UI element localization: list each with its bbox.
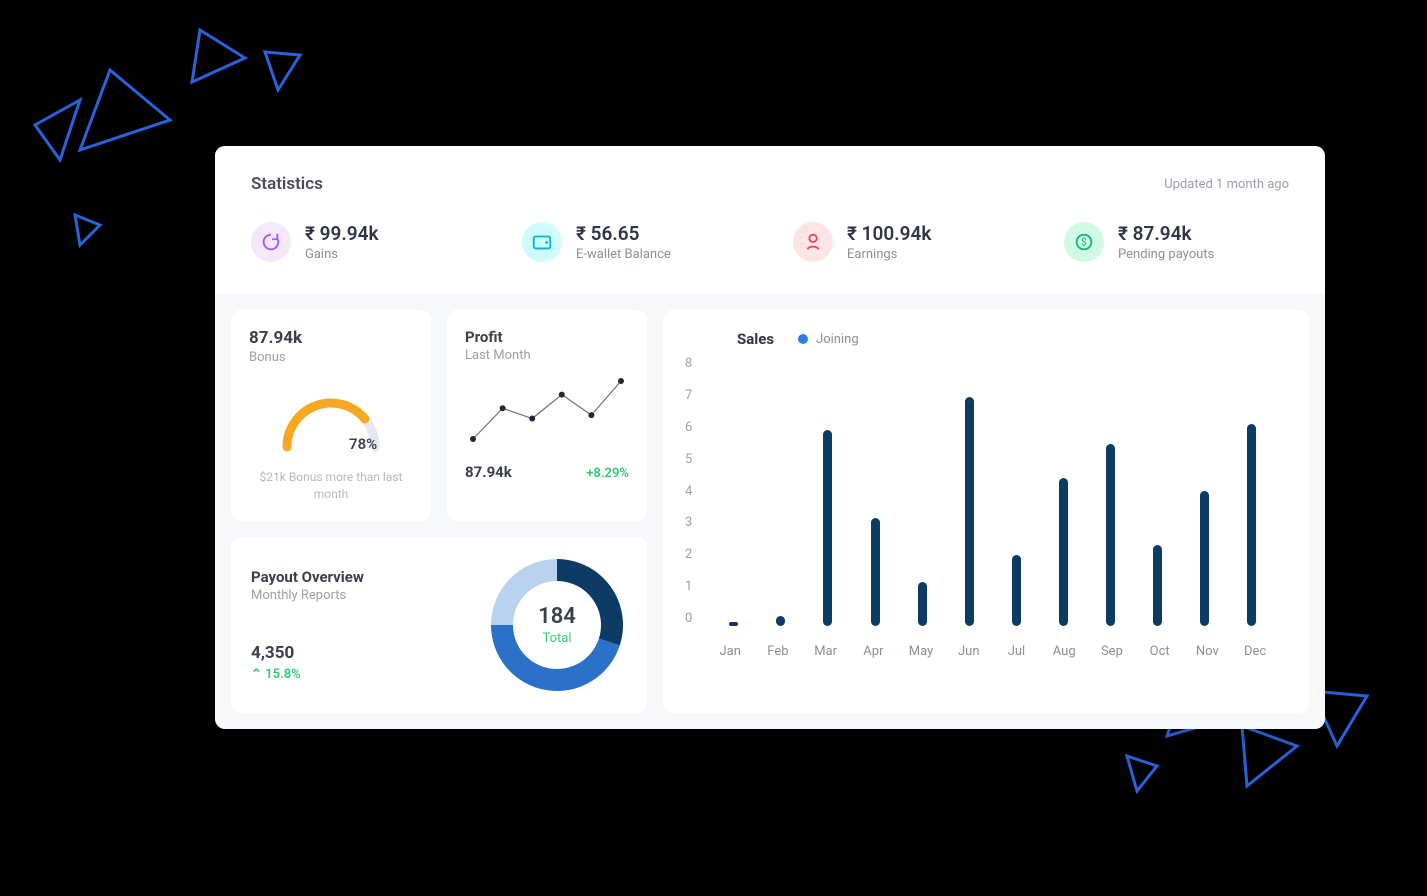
x-axis-label: Sep xyxy=(1088,644,1136,659)
profit-title: Profit xyxy=(465,328,629,346)
payout-delta: ⌃ 15.8% xyxy=(251,667,364,682)
profit-value: 87.94k xyxy=(465,463,512,481)
x-axis-label: Jan xyxy=(706,644,754,659)
sales-card: Sales Joining 876543210 JanFebMarAprMayJ… xyxy=(663,310,1309,713)
x-axis-label: Jul xyxy=(993,644,1041,659)
sales-bar xyxy=(965,397,974,627)
x-axis-label: Nov xyxy=(1184,644,1232,659)
bonus-card: 87.94k Bonus 78% $21k Bonus more than la… xyxy=(231,310,431,521)
sales-chart: 876543210 JanFebMarAprMayJunJulAugSepOct… xyxy=(685,356,1281,659)
svg-text:$: $ xyxy=(1081,236,1087,249)
coin-icon: $ xyxy=(1064,222,1104,262)
payout-value: 4,350 xyxy=(251,643,364,663)
bonus-label: Bonus xyxy=(249,350,413,365)
svg-text:78%: 78% xyxy=(349,435,377,453)
payout-subtitle: Monthly Reports xyxy=(251,588,364,603)
donut-center: 184 Total xyxy=(538,604,576,646)
x-axis-label: Dec xyxy=(1231,644,1279,659)
statistics-panel: Statistics Updated 1 month ago ₹ 99.94k … xyxy=(215,146,1325,294)
x-axis-label: Jun xyxy=(945,644,993,659)
profit-subtitle: Last Month xyxy=(465,348,629,363)
statistics-title: Statistics xyxy=(251,174,323,194)
stat-value: ₹ 87.94k xyxy=(1118,222,1214,245)
sales-bar xyxy=(1012,555,1021,626)
x-axis-label: Apr xyxy=(849,644,897,659)
stat-item: $ ₹ 87.94k Pending payouts xyxy=(1064,222,1289,262)
x-axis-label: Feb xyxy=(754,644,802,659)
stat-item: ₹ 56.65 E-wallet Balance xyxy=(522,222,747,262)
stat-label: E-wallet Balance xyxy=(576,247,671,262)
stat-value: ₹ 99.94k xyxy=(305,222,379,245)
bonus-note: $21k Bonus more than last month xyxy=(249,469,413,503)
sales-header: Sales Joining xyxy=(685,330,1281,348)
profit-card: Profit Last Month 87.94k +8.29% xyxy=(447,310,647,521)
payout-donut: 184 Total xyxy=(487,555,627,695)
sales-bar xyxy=(1247,424,1256,627)
money-icon xyxy=(793,222,833,262)
stat-value: ₹ 56.65 xyxy=(576,222,671,245)
sales-bar xyxy=(1106,444,1115,626)
x-axis-label: Aug xyxy=(1040,644,1088,659)
payout-title: Payout Overview xyxy=(251,568,364,586)
cards-grid: 87.94k Bonus 78% $21k Bonus more than la… xyxy=(215,294,1325,729)
stat-label: Gains xyxy=(305,247,379,262)
donut-value: 184 xyxy=(538,604,576,629)
statistics-updated: Updated 1 month ago xyxy=(1164,177,1289,192)
sales-bar xyxy=(776,616,785,626)
sales-bar xyxy=(1059,478,1068,627)
stat-label: Pending payouts xyxy=(1118,247,1214,262)
sales-bars xyxy=(704,356,1281,626)
stat-item: ₹ 99.94k Gains xyxy=(251,222,476,262)
stat-item: ₹ 100.94k Earnings xyxy=(793,222,1018,262)
chevron-up-icon: ⌃ xyxy=(251,667,262,682)
statistics-row: ₹ 99.94k Gains ₹ 56.65 E-wallet Balance … xyxy=(251,222,1289,262)
profit-sparkline xyxy=(465,373,629,447)
bonus-gauge: 78% xyxy=(249,377,413,457)
sales-bar xyxy=(823,430,832,626)
sales-legend-label: Joining xyxy=(816,332,859,347)
sales-legend: Joining xyxy=(798,332,859,347)
x-axis-label: Oct xyxy=(1136,644,1184,659)
legend-dot-icon xyxy=(798,334,808,344)
refresh-icon xyxy=(251,222,291,262)
statistics-header: Statistics Updated 1 month ago xyxy=(251,174,1289,194)
payout-left: Payout Overview Monthly Reports 4,350 ⌃ … xyxy=(251,568,364,682)
payout-card: Payout Overview Monthly Reports 4,350 ⌃ … xyxy=(231,537,647,713)
sales-x-axis: JanFebMarAprMayJunJulAugSepOctNovDec xyxy=(704,644,1281,659)
profit-delta: +8.29% xyxy=(586,466,629,481)
x-axis-label: May xyxy=(897,644,945,659)
sales-y-axis: 876543210 xyxy=(685,356,704,626)
sales-bars-area: JanFebMarAprMayJunJulAugSepOctNovDec xyxy=(704,356,1281,659)
stat-value: ₹ 100.94k xyxy=(847,222,931,245)
donut-label: Total xyxy=(538,631,576,646)
bonus-value: 87.94k xyxy=(249,328,413,348)
x-axis-label: Mar xyxy=(802,644,850,659)
sales-bar xyxy=(871,518,880,626)
stat-label: Earnings xyxy=(847,247,931,262)
sales-bar xyxy=(918,582,927,626)
sales-bar xyxy=(1200,491,1209,626)
sales-bar xyxy=(729,622,738,626)
sales-bar xyxy=(1153,545,1162,626)
wallet-icon xyxy=(522,222,562,262)
sales-title: Sales xyxy=(737,330,774,348)
dashboard: Statistics Updated 1 month ago ₹ 99.94k … xyxy=(215,146,1325,729)
